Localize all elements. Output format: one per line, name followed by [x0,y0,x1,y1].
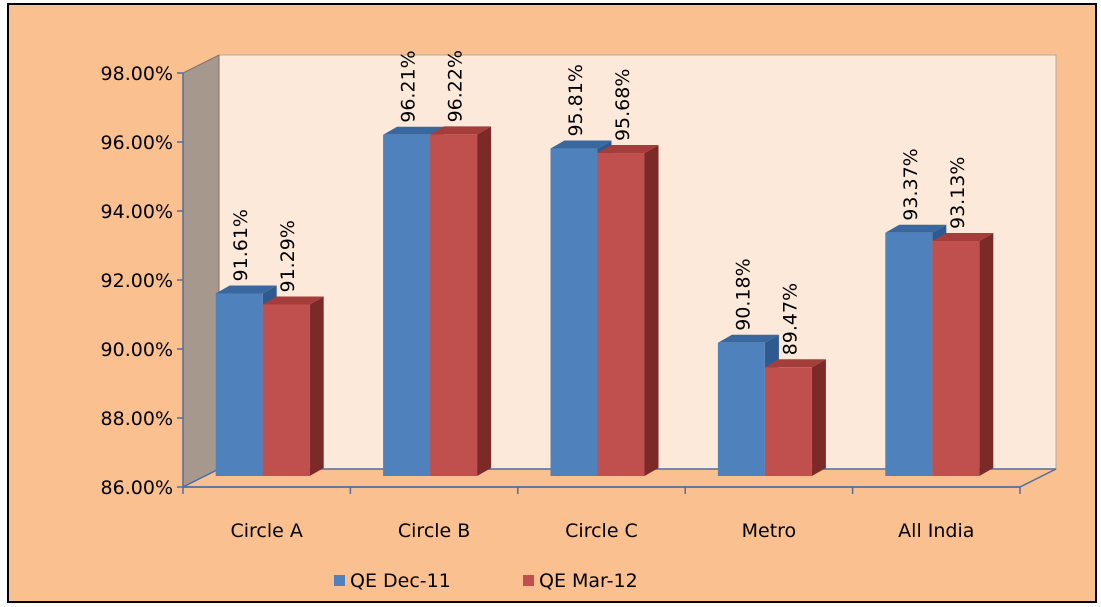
data-label: 96.22% [445,50,467,122]
legend-swatch [334,575,345,586]
category-label: Circle B [398,520,470,542]
category-label: All India [898,520,974,542]
bar-chart: 86.00% 88.00% 90.00% 92.00% 94.00% 96.00% 98.0… [101,50,1057,592]
bar-top [764,359,826,368]
bar [550,148,598,476]
legend-swatch [523,575,534,586]
bar-side [811,359,826,476]
y-tick-label: 94.00% [101,201,173,223]
side-wall [182,54,220,488]
data-label: 93.13% [947,157,969,229]
bar [215,293,263,476]
bar-top [430,126,492,135]
bar-top [262,296,324,305]
bar-top [717,334,779,343]
bar [717,342,765,476]
category-label: Circle A [230,520,302,542]
bar [262,304,310,476]
bar-side [979,233,994,476]
legend-label: QE Mar-12 [539,570,638,592]
bar-top [885,224,947,233]
bar-top [932,233,994,242]
y-tick-label: 86.00% [101,477,173,499]
bar-top [550,140,612,149]
bar-side [309,296,324,476]
category-label: Metro [742,520,797,542]
bar-top [215,285,277,294]
data-label: 89.47% [779,283,801,355]
legend-label: QE Dec-11 [350,570,451,592]
data-label: 96.21% [398,50,420,122]
data-label: 91.61% [230,209,252,281]
bar [383,134,431,476]
bar [597,153,645,477]
data-label: 90.18% [732,258,754,330]
bar [764,367,812,476]
data-label: 91.29% [277,220,299,292]
data-label: 95.68% [612,69,634,141]
bar [885,232,933,476]
bar-side [477,126,492,476]
bar-top [383,126,445,135]
data-label: 93.37% [900,148,922,220]
y-tick-label: 90.00% [101,339,173,361]
y-tick-label: 96.00% [101,132,173,154]
bar [430,134,478,476]
bar-side [644,145,659,477]
data-label: 95.81% [565,64,587,136]
y-tick-label: 98.00% [101,63,173,85]
y-tick-label: 92.00% [101,270,173,292]
bar [932,241,980,476]
category-label: Circle C [565,520,638,542]
chart-frame: 86.00% 88.00% 90.00% 92.00% 94.00% 96.00% 98.0… [7,3,1097,603]
y-tick-label: 88.00% [101,408,173,430]
bar-top [597,145,659,154]
